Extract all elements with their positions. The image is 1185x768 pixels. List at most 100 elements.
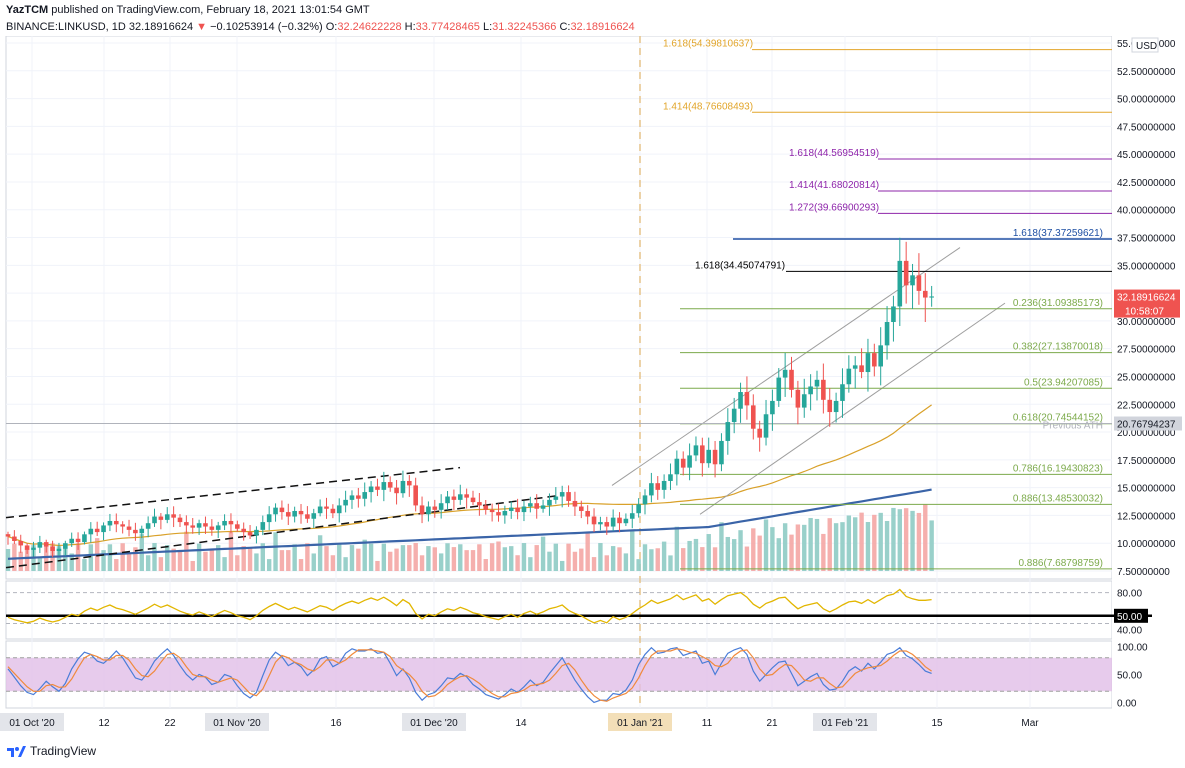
volume-bar bbox=[381, 543, 387, 571]
candle-body bbox=[903, 260, 909, 286]
price-tick-label: 37.50000000 bbox=[1117, 234, 1176, 245]
volume-bar bbox=[770, 527, 775, 571]
volume-bar bbox=[731, 539, 737, 571]
dashed-trendline-upper bbox=[5, 466, 461, 519]
volume-bar bbox=[693, 538, 699, 571]
candle-body bbox=[317, 506, 323, 514]
volume-bar bbox=[305, 543, 310, 571]
volume-bar bbox=[897, 509, 902, 571]
ath-axis-box bbox=[1114, 416, 1182, 431]
volume-bar bbox=[343, 557, 348, 571]
volume-bar bbox=[668, 555, 673, 571]
volume-bar bbox=[266, 559, 272, 571]
time-tick-box bbox=[205, 713, 269, 731]
volume-bar bbox=[706, 534, 711, 571]
candle-body bbox=[12, 536, 17, 541]
candle-body bbox=[82, 534, 87, 543]
candle-body bbox=[515, 507, 520, 513]
candle-body bbox=[139, 528, 145, 534]
candle-body bbox=[362, 492, 368, 499]
time-tick-label: 16 bbox=[330, 718, 342, 729]
candle-body bbox=[171, 514, 176, 518]
candle-body bbox=[222, 520, 227, 526]
volume-bar bbox=[222, 557, 227, 571]
time-tick-label: 12 bbox=[98, 718, 110, 729]
candle-body bbox=[426, 506, 431, 515]
candle-body bbox=[464, 494, 469, 498]
candle-body bbox=[113, 520, 119, 525]
candle-body bbox=[266, 514, 272, 523]
volume-bar bbox=[502, 547, 508, 571]
candle-body bbox=[133, 529, 138, 534]
fib-level-label: 0.886(13.48530032) bbox=[1013, 493, 1103, 504]
chart-header: YazTCM published on TradingView.com, Feb… bbox=[6, 3, 635, 34]
candle-body bbox=[37, 542, 43, 548]
candle-body bbox=[69, 538, 74, 544]
candle-body bbox=[56, 548, 62, 551]
volume-bar bbox=[833, 523, 839, 571]
price-axis-background bbox=[1112, 36, 1185, 742]
volume-bar bbox=[916, 512, 922, 571]
chart-background bbox=[0, 36, 1185, 742]
volume-bar bbox=[209, 548, 215, 571]
ascending-channel-lower bbox=[699, 302, 1006, 515]
tradingview-logo-icon bbox=[7, 746, 26, 757]
time-tick-label: 01 Feb '21 bbox=[822, 718, 869, 729]
candle-body bbox=[910, 275, 915, 286]
candle-body bbox=[528, 503, 533, 507]
candle-body bbox=[731, 408, 737, 423]
candle-body bbox=[719, 440, 724, 465]
volume-bar bbox=[451, 547, 457, 571]
candle-body bbox=[795, 389, 801, 408]
volume-bar bbox=[216, 545, 221, 571]
candle-body bbox=[324, 506, 329, 509]
volume-bar bbox=[738, 530, 743, 571]
candle-body bbox=[636, 504, 641, 514]
candle-body bbox=[31, 547, 36, 550]
candle-body bbox=[445, 496, 450, 504]
fib-level-label: 1.618(34.45074791) bbox=[695, 260, 785, 271]
candle-body bbox=[63, 543, 68, 549]
rsi-line bbox=[7, 588, 932, 624]
volume-bar bbox=[751, 528, 756, 571]
tradingview-brand[interactable]: TradingView bbox=[30, 744, 97, 758]
candle-body bbox=[203, 523, 208, 527]
candle-body bbox=[891, 306, 896, 323]
candle-body bbox=[508, 507, 514, 511]
author-name[interactable]: YazTCM bbox=[6, 4, 49, 16]
rsi-tick-label: 40.00 bbox=[1117, 626, 1142, 637]
time-tick-label: 22 bbox=[164, 718, 176, 729]
volume-bar bbox=[509, 546, 514, 571]
chart-area[interactable]: 1.618(54.39810637) 1.414(48.76608493) 1.61… bbox=[0, 36, 1185, 742]
price-tick-label: 42.50000000 bbox=[1117, 178, 1176, 189]
open-label: O: bbox=[325, 21, 338, 33]
volume-bar bbox=[572, 551, 578, 571]
price-tick-label: 10.00000000 bbox=[1117, 539, 1176, 550]
symbol-label: BINANCE:LINKUSD, 1D bbox=[6, 21, 126, 33]
volume-bar bbox=[496, 541, 501, 571]
volume-bar bbox=[642, 544, 648, 571]
candle-body bbox=[477, 502, 482, 506]
volume-bar bbox=[757, 535, 762, 571]
time-tick-label: 14 bbox=[515, 718, 527, 729]
volume-bar bbox=[782, 523, 788, 571]
price-tick-label: 50.00000000 bbox=[1117, 95, 1176, 106]
candle-body bbox=[693, 445, 699, 456]
candle-body bbox=[101, 525, 106, 533]
candle-body bbox=[273, 507, 278, 515]
currency-box bbox=[1131, 37, 1159, 53]
volume-bar bbox=[891, 507, 896, 571]
candle-body bbox=[852, 365, 858, 369]
candle-body bbox=[305, 514, 310, 519]
time-tick-label: Mar bbox=[1021, 718, 1039, 729]
currency-label: USD bbox=[1136, 41, 1157, 52]
volume-bar bbox=[598, 543, 603, 571]
close-label: C: bbox=[559, 21, 571, 33]
ath-axis-label: 20.76794237 bbox=[1117, 419, 1176, 430]
candle-body bbox=[483, 505, 489, 510]
candle-body bbox=[457, 494, 463, 500]
candle-body bbox=[152, 516, 157, 524]
stoch-k-line bbox=[7, 646, 932, 704]
volume-bar bbox=[827, 518, 832, 571]
candle-body bbox=[177, 517, 183, 523]
